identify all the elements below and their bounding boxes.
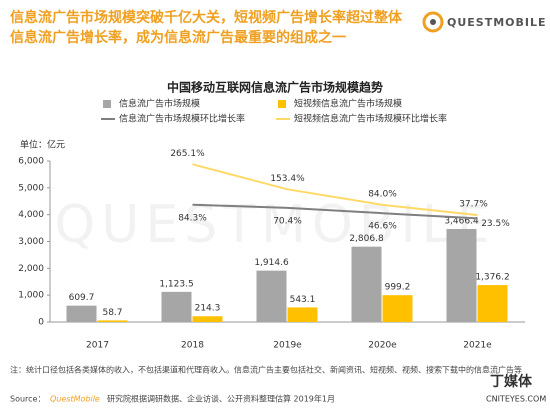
value-label: 2,806.8	[349, 234, 384, 244]
bar	[192, 316, 223, 322]
logo-icon	[430, 19, 436, 25]
legend-swatch	[278, 100, 286, 108]
footnote: 注：统计口径包括各类媒体的收入，不包括渠道和代理商收入。信息流广告主要包括社交、…	[10, 365, 522, 375]
x-tick-label: 2017	[86, 341, 109, 351]
line-value-label: 37.7%	[459, 200, 488, 210]
legend-label: 短视频信息流广告市场规模环比增长率	[294, 113, 447, 125]
value-label: 3,466.4	[444, 216, 479, 226]
corner-watermark: 丁媒体	[490, 373, 533, 390]
value-label: 999.2	[385, 283, 411, 293]
watermark: QUESTMOBILE	[54, 195, 495, 255]
legend-label: 短视频信息流广告市场规模	[294, 98, 402, 110]
corner-watermark: CNITEYES.COM	[486, 395, 546, 404]
line-value-label: 84.3%	[178, 213, 207, 223]
legend-label: 信息流广告市场规模	[119, 98, 200, 110]
y-tick-label: 3,000	[18, 237, 44, 247]
bar	[66, 305, 97, 322]
line-value-label: 23.5%	[481, 219, 510, 229]
value-label: 214.3	[195, 304, 221, 314]
legend-label: 信息流广告市场规模环比增长率	[119, 113, 245, 125]
y-tick-label: 4,000	[18, 210, 44, 220]
value-label: 1,914.6	[254, 258, 289, 268]
value-label: 1,123.5	[159, 279, 193, 289]
bar	[351, 246, 382, 322]
bar	[477, 285, 508, 322]
logo-icon	[422, 11, 444, 33]
x-tick-label: 2020e	[368, 341, 397, 351]
logo: QUESTMOBILE	[447, 16, 547, 29]
line-value-label: 46.6%	[368, 222, 397, 232]
line	[192, 163, 478, 217]
y-tick-label: 0	[38, 318, 44, 328]
value-label: 58.7	[102, 308, 122, 318]
legend-swatch	[103, 100, 111, 108]
bar	[446, 228, 477, 322]
line-value-label: 153.4%	[270, 174, 305, 184]
source-label: Source：	[10, 395, 45, 404]
y-tick-label: 5,000	[18, 183, 44, 193]
y-tick-label: 2,000	[18, 264, 44, 274]
line-value-label: 84.0%	[368, 189, 397, 199]
header-title: 信息流广告市场规模突破千亿大关，短视频广告增长率超过整体	[10, 9, 403, 26]
value-label: 1,376.2	[475, 273, 509, 283]
line	[192, 203, 478, 220]
bar	[256, 270, 287, 322]
bar	[382, 295, 413, 322]
value-label: 543.1	[290, 295, 316, 305]
y-tick-label: 1,000	[18, 291, 44, 301]
source-brand: QuestMobile	[50, 395, 100, 404]
source-text: 研究院根据调研数据、企业访谈、公开资料整理估算 2019年1月	[107, 394, 335, 404]
x-tick-label: 2019e	[273, 341, 302, 351]
bar	[287, 307, 318, 322]
bar	[161, 291, 192, 322]
x-tick-label: 2021e	[463, 341, 492, 351]
unit-label: 单位：亿元	[20, 139, 65, 151]
value-label: 609.7	[69, 293, 95, 303]
header-title: 信息流广告增长率，成为信息流广告最重要的组成之一	[10, 29, 346, 46]
line-value-label: 70.4%	[273, 216, 302, 226]
bar	[97, 320, 128, 322]
x-tick-label: 2018	[181, 341, 204, 351]
line-value-label: 265.1%	[170, 149, 205, 159]
y-tick-label: 6,000	[18, 157, 44, 167]
chart-title: 中国移动互联网信息流广告市场规模趋势	[167, 80, 383, 95]
